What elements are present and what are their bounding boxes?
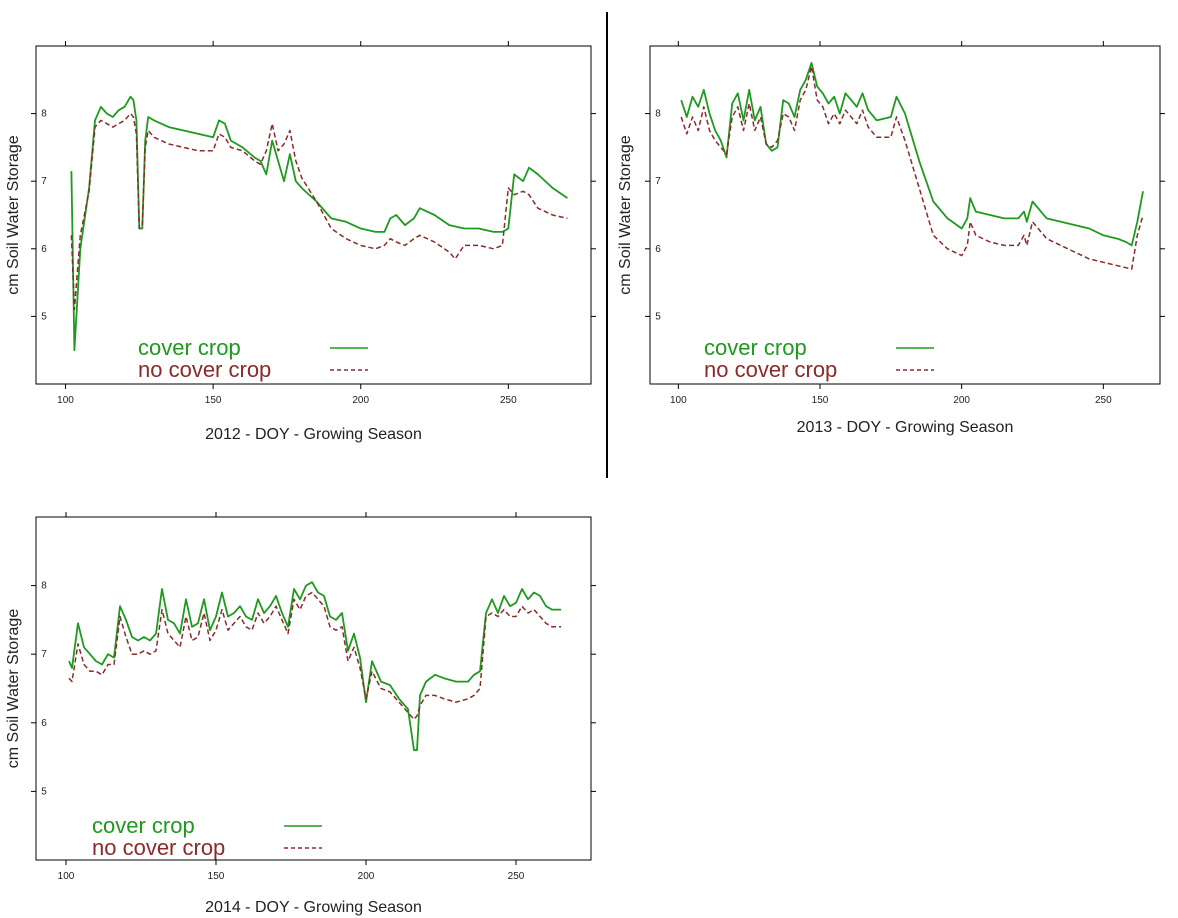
y-tick-label: 5 xyxy=(655,311,661,322)
chart-2013: 100 150 200 250 5 6 7 8 2013 - DOY - Growing Sea… xyxy=(617,41,1165,436)
chart-panel-2014: 100 150 200 250 5 6 7 8 2014 - DOY - Growing Sea… xyxy=(0,470,600,918)
y-axis-title: cm Soil Water Storage xyxy=(5,609,22,769)
legend-label-no-cover-crop: no cover crop xyxy=(92,835,225,860)
y-tick-label: 8 xyxy=(41,581,47,592)
x-tick-label: 150 xyxy=(205,395,222,406)
x-tick-label: 100 xyxy=(58,871,75,882)
y-tick-label: 6 xyxy=(655,244,661,255)
chart-panel-2013: 100 150 200 250 5 6 7 8 2013 - DOY - Growing Sea… xyxy=(612,0,1178,460)
y-axis-title: cm Soil Water Storage xyxy=(617,135,634,295)
x-tick-label: 150 xyxy=(812,395,829,406)
x-tick-label: 250 xyxy=(1095,395,1112,406)
legend-label-no-cover-crop: no cover crop xyxy=(704,357,837,382)
legend-label-no-cover-crop: no cover crop xyxy=(138,357,271,382)
y-tick-label: 6 xyxy=(41,244,47,255)
x-tick-label: 150 xyxy=(208,871,225,882)
chart-2012: 100 150 200 250 5 6 7 8 2012 - DOY - Growing Sea… xyxy=(5,41,596,443)
series-line-cover-crop xyxy=(68,581,561,752)
plot-frame xyxy=(35,45,592,385)
plot-frame xyxy=(649,45,1161,385)
panel-divider xyxy=(606,12,608,478)
x-tick-label: 250 xyxy=(500,395,517,406)
y-tick-label: 8 xyxy=(655,109,661,120)
y-tick-label: 7 xyxy=(41,176,47,187)
chart-panel-2012: 100 150 200 250 5 6 7 8 2012 - DOY - Growing Sea… xyxy=(0,0,600,460)
y-tick-label: 7 xyxy=(655,176,661,187)
plot-frame xyxy=(35,516,592,861)
y-tick-label: 7 xyxy=(41,649,47,660)
y-tick-label: 8 xyxy=(41,109,47,120)
chart-2014: 100 150 200 250 5 6 7 8 2014 - DOY - Growing Sea… xyxy=(5,512,596,916)
x-axis-title: 2014 - DOY - Growing Season xyxy=(205,899,422,916)
x-tick-label: 250 xyxy=(508,871,525,882)
legend-label-cover-crop: cover crop xyxy=(704,335,807,360)
series-line-no-cover-crop xyxy=(68,591,561,721)
legend-label-cover-crop: cover crop xyxy=(92,813,195,838)
y-tick-label: 5 xyxy=(41,311,47,322)
y-tick-label: 6 xyxy=(41,718,47,729)
x-tick-label: 200 xyxy=(352,395,369,406)
series-line-cover-crop xyxy=(70,95,568,352)
series-line-no-cover-crop xyxy=(70,112,568,311)
x-axis-title: 2013 - DOY - Growing Season xyxy=(797,419,1014,436)
x-tick-label: 200 xyxy=(358,871,375,882)
x-axis-title: 2012 - DOY - Growing Season xyxy=(205,426,422,443)
legend-label-cover-crop: cover crop xyxy=(138,335,241,360)
x-tick-label: 100 xyxy=(57,395,74,406)
y-axis-title: cm Soil Water Storage xyxy=(5,135,22,295)
y-tick-label: 5 xyxy=(41,786,47,797)
x-tick-label: 200 xyxy=(953,395,970,406)
series-line-no-cover-crop xyxy=(680,65,1144,270)
series-line-cover-crop xyxy=(680,62,1144,247)
x-tick-label: 100 xyxy=(670,395,687,406)
